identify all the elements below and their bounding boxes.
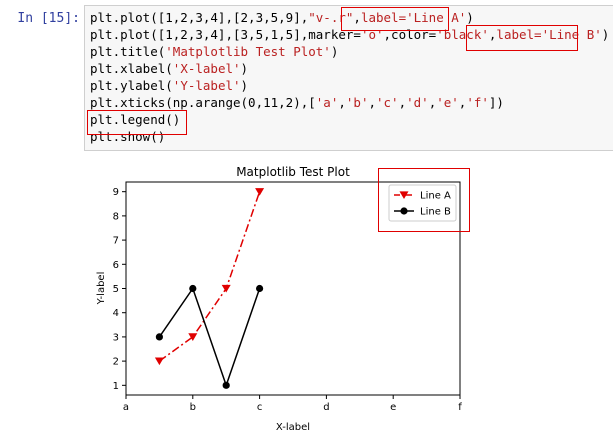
legend: Line A Line B [388,184,457,222]
code-token: plt.plot([1,2,3,4],[2,3,5,9], [90,10,309,25]
code-line: plt.xticks(np.arange(0,11,2),['a','b','c… [90,94,609,111]
legend-label: Line A [420,191,451,202]
code-token: plt.ylabel( [90,78,173,93]
series-line-2 [158,286,261,388]
y-tick-label: 2 [113,357,119,368]
code-token: ) [330,44,339,59]
code-token: plt.xticks(np.arange(0,11,2),[ [90,95,316,110]
code-cell[interactable] [84,5,613,151]
legend-marker [400,207,408,215]
code-token: , [458,95,467,110]
code-line: plt.xlabel('X-label') [90,60,609,77]
code-token: ) [240,61,249,76]
code-token: ) [466,10,474,25]
legend-marker [399,191,409,200]
code-token: 'X-label' [172,61,241,76]
code-token: "v-.r" [308,10,354,25]
code-token: 'd' [406,95,429,110]
plot-figure: Matplotlib Test Plot a b c d e f 1 2 3 4 5 6 7 8 9 X-… [96,165,462,433]
code-token: 'e' [436,95,459,110]
code-token: plt.xlabel( [90,61,173,76]
data-point [256,284,264,293]
y-tick-label: 6 [113,260,119,271]
data-point [222,381,230,389]
y-tick-label: 4 [113,308,119,319]
code-token: ,color= [383,27,437,42]
input-prompt: In [15]: [17,11,80,26]
y-tick-label: 5 [113,284,119,295]
code-token: 'Y-label' [172,78,241,93]
code-token: ]) [488,95,504,110]
code-line: plt.plot([1,2,3,4],[3,5,1,5],marker='o',… [90,26,609,43]
code-token: 'black' [436,27,489,42]
code-token: plt.show() [90,129,166,144]
code-token: plt.plot([1,2,3,4],[3,5,1,5],marker= [90,27,361,42]
code-token: ) [240,78,249,93]
code-line: plt.plot([1,2,3,4],[2,3,5,9],"v-.r",labe… [90,9,609,26]
code-token: ) [601,27,610,42]
code-token: , [428,95,437,110]
code-token: 'b' [345,95,369,110]
code-token: , [338,95,346,110]
y-ticks: 1 2 3 4 5 6 7 8 9 [113,187,126,392]
series-lines [154,188,265,389]
code-line: plt.show() [90,128,609,145]
series-line-1 [158,191,261,362]
code-line: plt.legend() [90,111,609,128]
x-tick-label: d [323,402,329,413]
data-point [221,284,231,293]
code-editor[interactable]: plt.plot([1,2,3,4],[2,3,5,9],"v-.r",labe… [90,9,609,145]
data-point [189,284,197,293]
code-token: , [398,95,407,110]
code-token: , [488,27,497,42]
y-axis-label: Y-label [96,272,107,306]
code-token: label='Line A' [360,10,467,25]
x-tick-label: b [190,402,196,413]
x-tick-label: e [390,402,396,413]
code-token: 'c' [376,95,399,110]
code-token: 'f' [466,95,489,110]
code-token: 'a' [315,95,339,110]
y-tick-label: 1 [113,381,119,392]
data-point [255,188,265,196]
code-token: label='Line B' [496,27,602,42]
y-tick-label: 8 [113,211,119,222]
y-tick-label: 7 [113,236,119,247]
x-tick-label: a [123,402,129,413]
chart-title: Matplotlib Test Plot [236,165,350,179]
data-point [155,333,163,341]
y-tick-label: 3 [113,332,119,343]
code-token: plt.title( [90,44,166,59]
x-axis-label: X-label [276,422,310,433]
data-point [188,333,198,341]
x-ticks: a b c d e f [123,395,462,413]
data-point [154,357,164,366]
y-tick-label: 9 [113,187,119,198]
x-tick-label: f [458,402,462,413]
x-tick-label: c [257,402,263,413]
code-token: 'Matplotlib Test Plot' [165,44,331,59]
code-line: plt.title('Matplotlib Test Plot') [90,43,609,60]
code-token: , [368,95,376,110]
code-token: plt.legend() [90,112,181,127]
code-token: 'o' [360,27,384,42]
legend-label: Line B [420,207,451,218]
code-token: , [353,10,361,25]
code-line: plt.ylabel('Y-label') [90,77,609,94]
